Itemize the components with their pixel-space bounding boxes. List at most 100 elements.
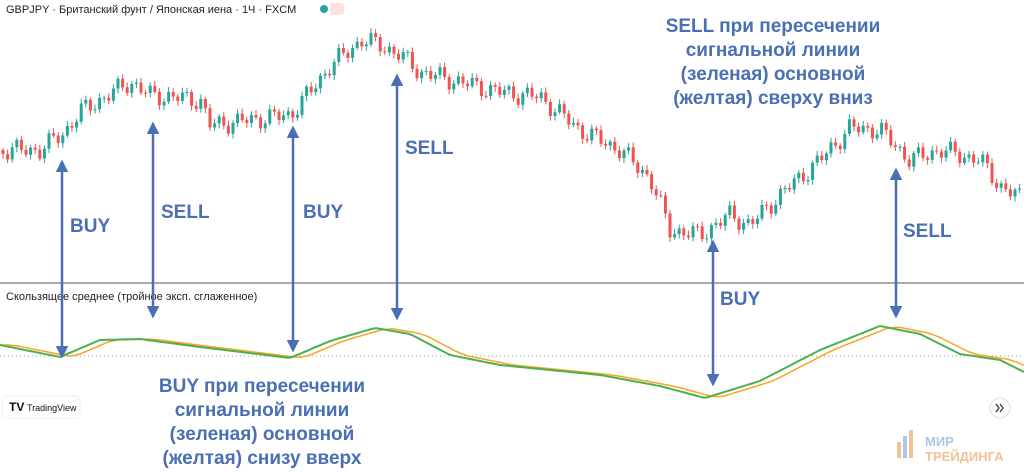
candle-body [420, 71, 424, 79]
candle-body [222, 116, 226, 126]
candle-body [52, 133, 56, 136]
candle-body [314, 88, 318, 93]
candle-body [659, 195, 663, 197]
candle-body [282, 115, 286, 121]
candle-body [544, 92, 548, 102]
scroll-button[interactable] [989, 397, 1011, 419]
candle-body [783, 188, 787, 190]
candle-body [990, 163, 994, 183]
candle-body [438, 67, 442, 75]
candle-body [1013, 189, 1017, 197]
candle-body [650, 174, 654, 190]
candle-body [769, 205, 773, 214]
candle-body [732, 205, 736, 219]
candle-body [213, 123, 217, 128]
candle-body [466, 83, 470, 87]
candle-body [691, 226, 695, 238]
candle-body [604, 143, 608, 146]
candle-body [562, 104, 566, 114]
candle-body [245, 120, 249, 123]
candle-body [121, 78, 125, 88]
candle-body [622, 150, 626, 159]
candle-body [116, 78, 120, 89]
candle-body [337, 47, 341, 62]
candle-body [254, 114, 258, 118]
candle-body [907, 159, 911, 167]
candle-body [6, 154, 10, 160]
candle-body [240, 113, 244, 121]
candle-body [829, 142, 833, 154]
candle-body [866, 125, 870, 128]
candle-body [820, 155, 824, 160]
candle-body [967, 154, 971, 158]
candle-body [939, 151, 943, 158]
candle-body [10, 147, 14, 160]
watermark-bar [897, 442, 901, 458]
candle-body [880, 122, 884, 135]
candle-body [811, 162, 815, 180]
sell-label: SELL [903, 221, 952, 242]
candle-body [765, 204, 769, 206]
tradingview-logo: TradingView [27, 403, 77, 413]
candle-body [944, 150, 948, 158]
candle-body [341, 47, 345, 53]
buy-note: сигнальной линии [175, 400, 350, 421]
candle-body [999, 183, 1003, 188]
candle-body [291, 111, 295, 118]
candle-body [125, 87, 129, 93]
candle-body [194, 105, 198, 109]
candle-body [834, 142, 838, 146]
sell-label: SELL [161, 202, 210, 223]
candle-body [801, 172, 805, 182]
candle-body [180, 92, 184, 101]
candle-body [981, 154, 985, 163]
candle-body [42, 148, 46, 159]
candle-body [696, 226, 700, 228]
candle-body [806, 179, 810, 182]
candle-body [383, 51, 387, 53]
tradingview-badge[interactable] [1, 395, 81, 419]
candle-body [139, 82, 143, 93]
candle-body [502, 89, 506, 95]
candle-body [608, 141, 612, 146]
candle-body [185, 91, 189, 93]
buy-note: (зеленая) основной [170, 424, 355, 445]
candle-body [889, 129, 893, 146]
candle-body [571, 122, 575, 125]
candle-body [585, 138, 589, 141]
candle-body [351, 47, 355, 58]
candle-body [654, 189, 658, 196]
status-dot [320, 5, 328, 13]
candle-body [433, 74, 437, 79]
candle-body [714, 222, 718, 226]
candle-body [824, 153, 828, 160]
candle-body [176, 96, 180, 101]
candle-body [111, 88, 115, 101]
candle-body [24, 149, 28, 155]
candle-body [148, 85, 152, 93]
candle-body [985, 154, 989, 164]
candle-body [525, 87, 529, 94]
candle-body [190, 91, 194, 106]
candle-body [249, 114, 253, 123]
candle-body [581, 125, 585, 139]
candle-body [1, 150, 5, 154]
candle-body [346, 52, 350, 58]
candle-body [410, 51, 414, 69]
candle-body [392, 46, 396, 54]
candle-body [778, 188, 782, 205]
candle-body [815, 155, 819, 163]
symbol-header: GBPJPY · Британский фунт / Японская иена… [6, 4, 296, 16]
candle-body [792, 178, 796, 190]
candle-body [668, 213, 672, 238]
candle-body [19, 139, 23, 150]
candle-body [452, 83, 456, 90]
candle-body [231, 122, 235, 134]
candle-body [640, 169, 644, 174]
candle-body [429, 70, 433, 79]
candle-body [976, 162, 980, 164]
candle-body [61, 135, 65, 144]
candle-body [29, 147, 33, 155]
candle-body [277, 111, 281, 121]
